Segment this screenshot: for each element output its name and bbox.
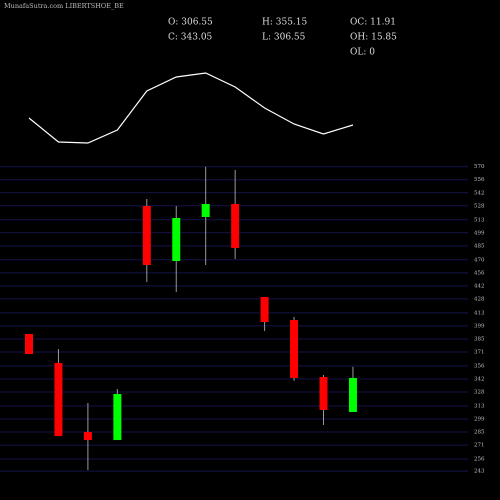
candle-body bbox=[25, 334, 33, 355]
candle-body bbox=[319, 377, 328, 410]
y-tick-label: 528 bbox=[474, 203, 485, 209]
y-tick-label: 328 bbox=[474, 390, 485, 396]
y-tick-label: 442 bbox=[474, 283, 485, 289]
candle-body bbox=[290, 320, 299, 378]
y-tick-label: 570 bbox=[474, 164, 485, 170]
chart-title: MunafaSutra.com LIBERTSHOE_BE bbox=[4, 2, 124, 10]
y-tick-label: 371 bbox=[474, 349, 485, 355]
candle-body bbox=[231, 204, 240, 248]
ohlc-info: OH: 15.85 bbox=[350, 33, 397, 43]
candle-body bbox=[54, 362, 63, 437]
y-tick-label: 513 bbox=[474, 217, 485, 223]
candle-body bbox=[348, 377, 357, 412]
ohlc-info: O: 306.55 bbox=[168, 18, 213, 28]
ohlc-info: H: 355.15 bbox=[262, 18, 308, 28]
y-tick-label: 413 bbox=[474, 310, 485, 316]
y-tick-label: 542 bbox=[474, 190, 485, 196]
candle-body bbox=[142, 205, 151, 266]
ohlc-info: L: 306.55 bbox=[262, 33, 306, 43]
y-tick-label: 556 bbox=[474, 177, 485, 183]
y-tick-label: 385 bbox=[474, 336, 485, 342]
y-tick-label: 499 bbox=[474, 230, 485, 236]
ohlc-info: OC: 11.91 bbox=[350, 18, 396, 28]
y-tick-label: 456 bbox=[474, 270, 485, 276]
candle-body bbox=[201, 204, 210, 217]
y-tick-label: 356 bbox=[474, 363, 485, 369]
y-tick-label: 342 bbox=[474, 376, 485, 382]
y-tick-label: 399 bbox=[474, 323, 485, 329]
ohlc-info: C: 343.05 bbox=[168, 33, 213, 43]
candle-body bbox=[260, 297, 269, 322]
ohlc-info: OL: 0 bbox=[350, 48, 375, 58]
y-tick-label: 256 bbox=[474, 457, 485, 463]
y-tick-label: 485 bbox=[474, 243, 485, 249]
y-tick-label: 243 bbox=[474, 469, 485, 475]
indicator-line bbox=[28, 72, 354, 144]
y-tick-label: 299 bbox=[474, 417, 485, 423]
candle-body bbox=[83, 432, 92, 441]
y-tick-label: 428 bbox=[474, 296, 485, 302]
y-tick-label: 470 bbox=[474, 257, 485, 263]
y-tick-label: 313 bbox=[474, 403, 485, 409]
candle-body bbox=[172, 218, 181, 262]
y-tick-label: 271 bbox=[474, 443, 485, 449]
y-tick-label: 285 bbox=[474, 430, 485, 436]
candle-body bbox=[113, 393, 122, 441]
